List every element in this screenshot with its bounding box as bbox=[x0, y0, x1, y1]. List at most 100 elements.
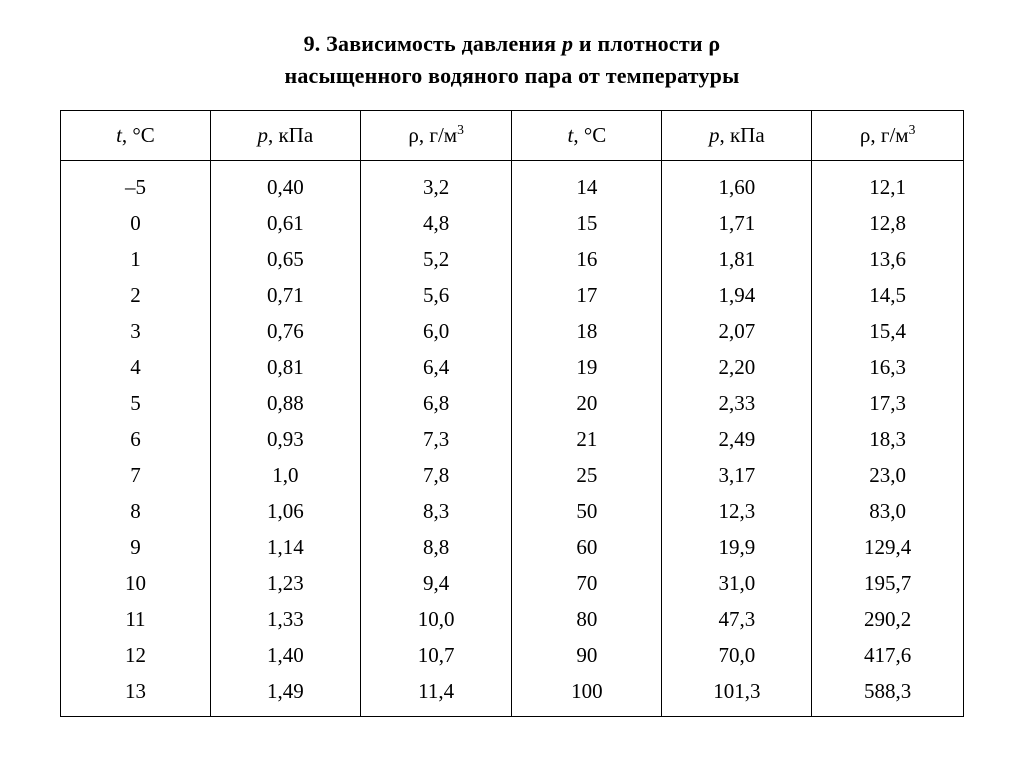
table-cell: 31,0 bbox=[662, 565, 812, 601]
table-cell: 8,8 bbox=[360, 529, 512, 565]
table-cell: 83,0 bbox=[812, 493, 964, 529]
table-cell: 6,0 bbox=[360, 313, 512, 349]
table-cell: 1,49 bbox=[210, 673, 360, 716]
table-row: 71,07,8253,1723,0 bbox=[61, 457, 964, 493]
table-cell: 18,3 bbox=[812, 421, 964, 457]
table-cell: 1,40 bbox=[210, 637, 360, 673]
table-row: 121,4010,79070,0417,6 bbox=[61, 637, 964, 673]
table-cell: 18 bbox=[512, 313, 662, 349]
data-table: t, °C p, кПа ρ, г/м3 t, °C p, кПа ρ, г/м… bbox=[60, 110, 964, 717]
table-cell: 60 bbox=[512, 529, 662, 565]
table-cell: 2 bbox=[61, 277, 211, 313]
table-cell: 1,0 bbox=[210, 457, 360, 493]
table-cell: 3,17 bbox=[662, 457, 812, 493]
table-row: –50,403,2141,6012,1 bbox=[61, 160, 964, 205]
title-line1-mid: и плотности bbox=[573, 31, 708, 56]
table-cell: 7 bbox=[61, 457, 211, 493]
table-cell: 3 bbox=[61, 313, 211, 349]
table-row: 111,3310,08047,3290,2 bbox=[61, 601, 964, 637]
title-line2: насыщенного водяного пара от температуры bbox=[284, 63, 739, 88]
table-cell: 12,3 bbox=[662, 493, 812, 529]
table-cell: 19,9 bbox=[662, 529, 812, 565]
table-cell: 2,07 bbox=[662, 313, 812, 349]
col-header-p2: p, кПа bbox=[662, 110, 812, 160]
title-line1-pre: 9. Зависимость давления bbox=[304, 31, 562, 56]
table-cell: 20 bbox=[512, 385, 662, 421]
table-cell: 11 bbox=[61, 601, 211, 637]
table-row: 91,148,86019,9129,4 bbox=[61, 529, 964, 565]
table-cell: 6,4 bbox=[360, 349, 512, 385]
table-cell: 101,3 bbox=[662, 673, 812, 716]
table-cell: 16 bbox=[512, 241, 662, 277]
table-cell: 0,76 bbox=[210, 313, 360, 349]
table-cell: 19 bbox=[512, 349, 662, 385]
col-header-t2: t, °C bbox=[512, 110, 662, 160]
table-cell: 12 bbox=[61, 637, 211, 673]
table-cell: 50 bbox=[512, 493, 662, 529]
table-cell: 1 bbox=[61, 241, 211, 277]
table-row: 131,4911,4100101,3588,3 bbox=[61, 673, 964, 716]
table-cell: 1,71 bbox=[662, 205, 812, 241]
table-header-row: t, °C p, кПа ρ, г/м3 t, °C p, кПа ρ, г/м… bbox=[61, 110, 964, 160]
table-cell: 0,61 bbox=[210, 205, 360, 241]
table-cell: 3,2 bbox=[360, 160, 512, 205]
table-cell: 10,7 bbox=[360, 637, 512, 673]
table-cell: 80 bbox=[512, 601, 662, 637]
table-cell: 15,4 bbox=[812, 313, 964, 349]
table-cell: 0,88 bbox=[210, 385, 360, 421]
table-cell: 14 bbox=[512, 160, 662, 205]
table-cell: 4,8 bbox=[360, 205, 512, 241]
table-cell: 21 bbox=[512, 421, 662, 457]
table-cell: 70 bbox=[512, 565, 662, 601]
col-header-p1: p, кПа bbox=[210, 110, 360, 160]
table-cell: 14,5 bbox=[812, 277, 964, 313]
table-cell: 1,33 bbox=[210, 601, 360, 637]
table-cell: 129,4 bbox=[812, 529, 964, 565]
table-cell: 9 bbox=[61, 529, 211, 565]
table-cell: 1,06 bbox=[210, 493, 360, 529]
title-var-p: p bbox=[562, 31, 573, 56]
table-cell: 8,3 bbox=[360, 493, 512, 529]
table-cell: 17 bbox=[512, 277, 662, 313]
table-cell: 25 bbox=[512, 457, 662, 493]
table-cell: 0,93 bbox=[210, 421, 360, 457]
table-cell: 70,0 bbox=[662, 637, 812, 673]
table-cell: 2,49 bbox=[662, 421, 812, 457]
table-cell: 8 bbox=[61, 493, 211, 529]
table-cell: 1,94 bbox=[662, 277, 812, 313]
col-header-rho1: ρ, г/м3 bbox=[360, 110, 512, 160]
table-cell: 100 bbox=[512, 673, 662, 716]
title-var-rho: ρ bbox=[708, 31, 720, 56]
table-cell: 90 bbox=[512, 637, 662, 673]
table-cell: 1,81 bbox=[662, 241, 812, 277]
table-cell: 5 bbox=[61, 385, 211, 421]
table-cell: 10 bbox=[61, 565, 211, 601]
table-cell: 588,3 bbox=[812, 673, 964, 716]
table-cell: 6 bbox=[61, 421, 211, 457]
table-cell: 1,14 bbox=[210, 529, 360, 565]
table-cell: 2,33 bbox=[662, 385, 812, 421]
table-row: 00,614,8151,7112,8 bbox=[61, 205, 964, 241]
table-cell: 7,3 bbox=[360, 421, 512, 457]
table-cell: 23,0 bbox=[812, 457, 964, 493]
table-cell: 11,4 bbox=[360, 673, 512, 716]
table-cell: 0,81 bbox=[210, 349, 360, 385]
table-cell: 1,23 bbox=[210, 565, 360, 601]
table-cell: 5,6 bbox=[360, 277, 512, 313]
table-cell: 4 bbox=[61, 349, 211, 385]
table-cell: 12,1 bbox=[812, 160, 964, 205]
table-row: 81,068,35012,383,0 bbox=[61, 493, 964, 529]
col-header-rho2: ρ, г/м3 bbox=[812, 110, 964, 160]
table-cell: 0,40 bbox=[210, 160, 360, 205]
table-cell: 16,3 bbox=[812, 349, 964, 385]
table-cell: –5 bbox=[61, 160, 211, 205]
table-title: 9. Зависимость давления p и плотности ρ … bbox=[60, 28, 964, 92]
table-cell: 10,0 bbox=[360, 601, 512, 637]
table-cell: 13 bbox=[61, 673, 211, 716]
table-cell: 1,60 bbox=[662, 160, 812, 205]
table-cell: 0,71 bbox=[210, 277, 360, 313]
table-cell: 9,4 bbox=[360, 565, 512, 601]
table-row: 101,239,47031,0195,7 bbox=[61, 565, 964, 601]
table-cell: 12,8 bbox=[812, 205, 964, 241]
table-cell: 15 bbox=[512, 205, 662, 241]
